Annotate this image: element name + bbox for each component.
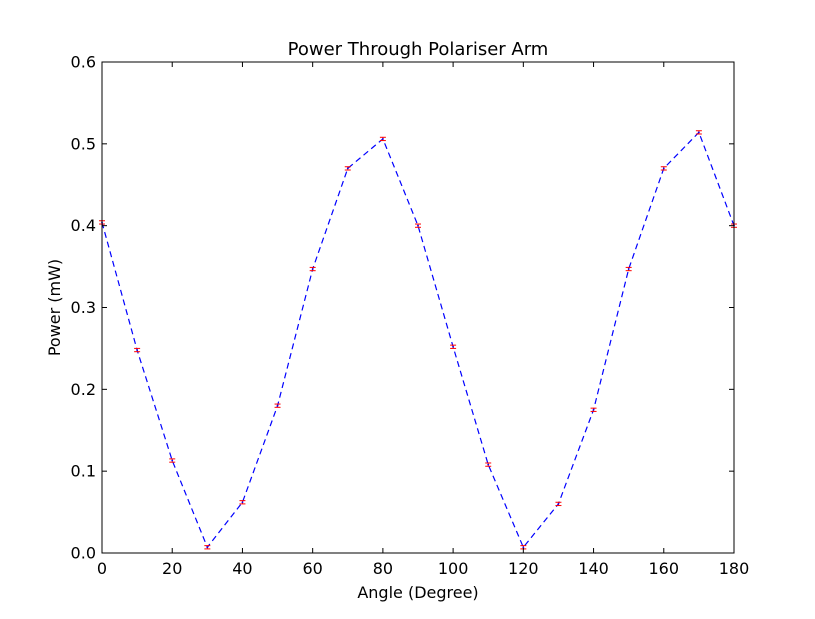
y-tick-label: 0.5: [71, 134, 96, 153]
error-bar: [344, 166, 351, 171]
chart-title: Power Through Polariser Arm: [288, 39, 549, 60]
data-point: [452, 345, 455, 348]
error-bar: [274, 403, 281, 408]
error-bar: [555, 501, 562, 507]
error-bar: [485, 462, 492, 467]
x-tick-label: 160: [649, 559, 680, 578]
data-point: [627, 268, 630, 270]
tick-layer: 0 20 40 60 80 100 120 140 160 180 0.0 0.1 0.2 0.3 0.4 0…: [71, 53, 750, 579]
data-point: [311, 268, 314, 270]
data-point: [487, 463, 490, 466]
error-bar: [239, 500, 246, 505]
x-tick-label: 140: [578, 559, 609, 578]
data-point: [381, 138, 384, 140]
data-point: [592, 408, 595, 411]
data-point: [662, 167, 665, 170]
data-point: [136, 349, 139, 351]
data-point: [241, 501, 244, 504]
y-axis-label: Power (mW): [45, 259, 64, 356]
error-bar: [590, 407, 597, 412]
error-bar: [379, 136, 386, 142]
y-tick-label: 0.3: [71, 298, 96, 317]
data-point: [206, 546, 209, 549]
x-tick-label: 100: [438, 559, 469, 578]
data-point: [417, 224, 419, 227]
data-point: [697, 131, 700, 134]
error-bar: [625, 266, 632, 272]
error-bar: [204, 545, 211, 550]
error-bar: [134, 347, 141, 353]
x-tick-label: 20: [162, 559, 182, 578]
error-bar: [309, 266, 316, 272]
x-tick-label: 40: [232, 559, 252, 578]
data-point: [171, 459, 174, 462]
y-tick-label: 0.1: [71, 462, 96, 481]
x-axis-label: Angle (Degree): [357, 583, 478, 602]
y-tick-label: 0.2: [71, 380, 96, 399]
error-bar: [695, 130, 702, 135]
error-bar: [415, 223, 421, 228]
error-bar: [660, 166, 667, 171]
x-tick-label: 180: [719, 559, 750, 578]
error-bar: [169, 458, 176, 463]
x-tick-label: 80: [373, 559, 393, 578]
data-point: [557, 503, 560, 505]
x-tick-label: 120: [508, 559, 539, 578]
plot-frame: [101, 61, 735, 554]
data-point: [276, 404, 279, 407]
data-point: [522, 546, 525, 549]
x-tick-label: 60: [302, 559, 322, 578]
data-point: [346, 167, 349, 170]
y-tick-label: 0.6: [71, 53, 96, 72]
y-tick-label: 0.0: [71, 544, 96, 563]
y-tick-label: 0.4: [71, 216, 96, 235]
error-bar: [450, 344, 457, 349]
plot-area: [102, 62, 734, 553]
x-tick-label: 0: [97, 559, 107, 578]
